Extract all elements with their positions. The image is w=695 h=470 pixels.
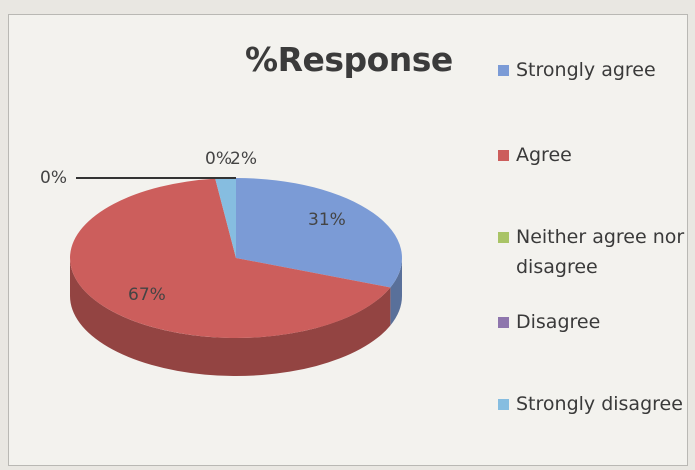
legend-swatch (498, 150, 509, 161)
pie-slice-strongly-disagree (215, 178, 236, 258)
legend-item-disagree: Disagree (498, 307, 691, 337)
chart-title: %Response (245, 40, 453, 79)
pie-slice-agree (69, 178, 391, 339)
data-label-agree: 67% (128, 285, 166, 305)
data-label-neither-agree-nor-disagree: 0% (205, 149, 232, 169)
legend-item-strongly-disagree: Strongly disagree (498, 389, 691, 419)
legend-label: Agree (516, 144, 572, 166)
legend-label: Disagree (516, 311, 601, 333)
pie-side-strongly-agree (390, 258, 402, 326)
legend-item-agree: Agree (498, 140, 691, 170)
legend-item-strongly-agree: Strongly agree (498, 55, 691, 85)
data-label-strongly-disagree: 2% (230, 149, 257, 169)
legend-label: Strongly disagree (516, 393, 683, 415)
data-label-strongly-agree: 31% (308, 210, 346, 230)
legend-label: Strongly agree (516, 59, 656, 81)
pie-side-agree (70, 258, 391, 376)
legend-swatch (498, 65, 509, 76)
legend-swatch (498, 232, 509, 243)
legend-swatch (498, 317, 509, 328)
legend-item-neither-agree-nor-disagree: Neither agree nor disagree (498, 222, 691, 282)
data-label-disagree: 0% (40, 168, 67, 188)
legend-label: Neither agree nor disagree (516, 226, 685, 278)
pie-slice-strongly-agree (236, 178, 402, 288)
legend-swatch (498, 399, 509, 410)
